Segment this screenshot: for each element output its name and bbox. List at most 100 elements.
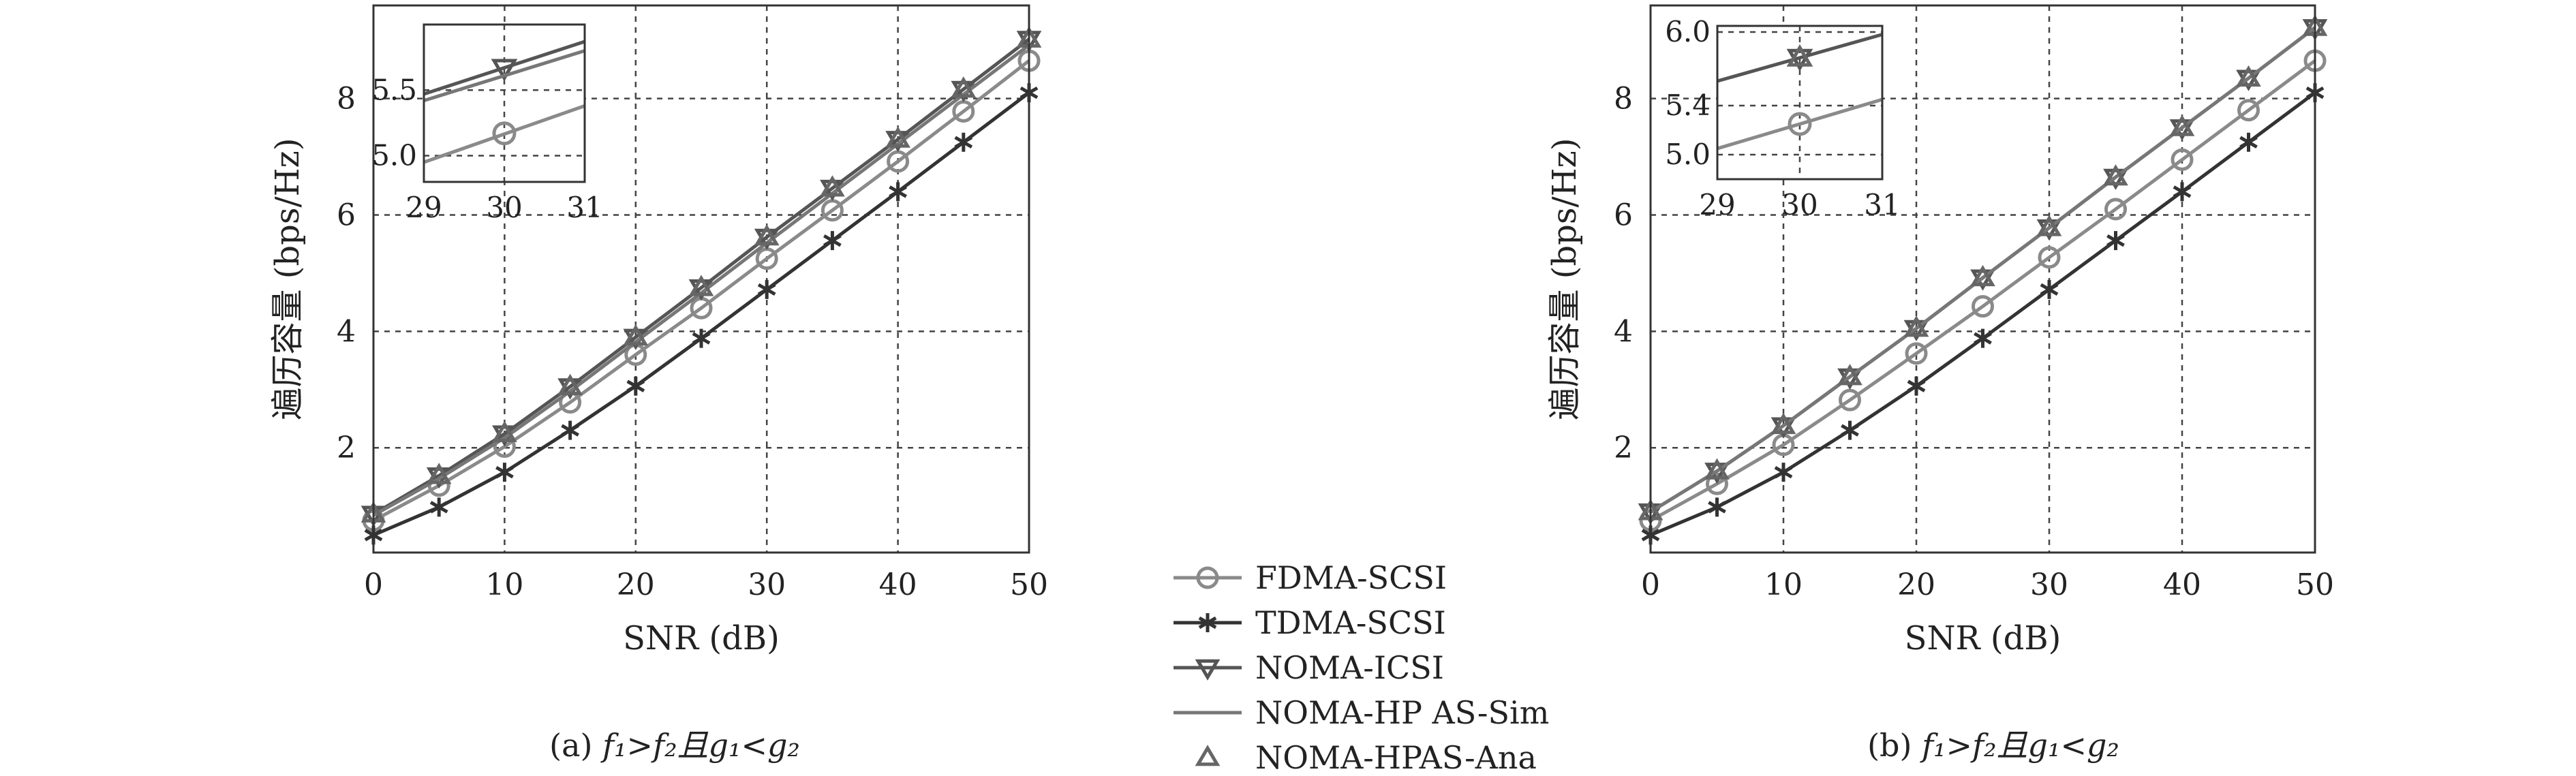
panel-a-point xyxy=(688,275,714,296)
panel-a-inset-line xyxy=(423,49,585,103)
panel-a-inset: 29 30 31 5.0 5.5 xyxy=(371,23,603,224)
panel-a-inset-series-2 xyxy=(423,49,585,103)
panel-a-ytick-label: 4 xyxy=(337,314,356,349)
panel-b-xtick-label: 30 xyxy=(2030,568,2068,602)
panel-b-point xyxy=(2236,65,2261,87)
panel-a-inset-frame xyxy=(423,23,586,183)
panel-b-point xyxy=(1839,388,1861,412)
panel-b-point xyxy=(2106,231,2125,251)
panel-b-point xyxy=(2040,279,2059,299)
panel-a-xtick-label: 30 xyxy=(748,568,786,602)
legend-item: NOMA-HPAS-Ana xyxy=(1195,739,1537,776)
panel-b-series-line xyxy=(1649,59,2316,523)
legend-label: NOMA-HPAS-Ana xyxy=(1255,739,1537,776)
panel-a-inset-series-0 xyxy=(423,104,585,164)
panel-b-point xyxy=(1837,364,1862,386)
panel-a-inset-series-1 xyxy=(423,40,585,96)
legend-item: TDMA-SCSI xyxy=(1174,604,1446,641)
legend-marker xyxy=(1195,659,1221,681)
panel-a-ylabel: 遍历容量 (bps/Hz) xyxy=(269,138,307,420)
panel-b-ytick-label: 6 xyxy=(1614,198,1633,233)
panel-b: 0 10 20 30 40 50 2 4 6 8 SNR (dB) 遍历容量 (bps/Hz) 29 30… xyxy=(1546,4,2334,657)
panel-b-xtick-label: 40 xyxy=(2163,568,2201,602)
panel-a-ytick-label: 8 xyxy=(337,82,356,117)
panel-b-inset-line xyxy=(1717,97,1883,151)
panel-b-inset-xtick-label: 29 xyxy=(1699,188,1735,221)
panel-b-xtick-label: 50 xyxy=(2296,568,2334,602)
caption-b-prefix: (b) xyxy=(1867,727,1922,764)
panel-a-inset-line xyxy=(423,104,585,164)
panel-b-series-1 xyxy=(1641,83,2325,545)
panel-a-inset-grid xyxy=(424,25,585,182)
panel-b-inset-line xyxy=(1717,33,1883,83)
panel-a: 0 10 20 30 40 50 2 4 6 8 SNR (dB) 遍历容量 (bps/Hz) 29 30… xyxy=(269,4,1048,657)
panel-a-inset-xtick-label: 31 xyxy=(566,191,602,224)
panel-b-ylabel: 遍历容量 (bps/Hz) xyxy=(1546,138,1584,420)
panel-a-ytick-label: 6 xyxy=(337,198,356,233)
panel-a-point xyxy=(885,126,910,148)
panel-b-series-0 xyxy=(1639,49,2327,532)
panel-b-xlabel: SNR (dB) xyxy=(1905,619,2061,657)
panel-a-point xyxy=(626,376,645,396)
panel-b-point xyxy=(1706,472,1728,495)
panel-b-inset-xtick-label: 30 xyxy=(1781,188,1818,221)
panel-a-point xyxy=(561,420,579,440)
panel-a-point xyxy=(754,224,780,246)
panel-a-xlabel: SNR (dB) xyxy=(623,619,780,657)
panel-a-xtick-label: 0 xyxy=(364,568,383,602)
panel-b-point xyxy=(1974,328,1992,348)
legend-item: NOMA-ICSI xyxy=(1174,649,1444,686)
panel-b-inset-series-0 xyxy=(1717,97,1883,151)
panel-b-point xyxy=(1770,412,1796,435)
panel-b-point xyxy=(2103,164,2128,186)
panel-a-series-line xyxy=(372,59,1030,523)
panel-b-point xyxy=(2169,114,2195,136)
panel-b-point xyxy=(1907,376,1926,396)
panel-b-inset-ytick-label: 5.0 xyxy=(1665,138,1711,171)
panel-b-xtick-label: 10 xyxy=(1764,568,1803,602)
legend-label: NOMA-HP AS-Sim xyxy=(1255,694,1549,731)
panel-a-point xyxy=(429,497,448,517)
panel-b-point xyxy=(2038,246,2061,269)
panel-b-point xyxy=(1905,342,1928,365)
panel-a-inset-ytick-label: 5.0 xyxy=(371,139,417,172)
legend-item: NOMA-HP AS-Sim xyxy=(1174,694,1549,731)
panel-a-series-1 xyxy=(364,83,1039,545)
panel-b-series-4 xyxy=(1638,14,2328,521)
panel-b-series-3 xyxy=(1649,26,2316,514)
panel-a-point xyxy=(889,182,907,202)
legend-marker xyxy=(1198,613,1217,632)
panel-a-point xyxy=(495,463,514,482)
panel-b-point xyxy=(2036,215,2062,236)
panel-b-xtick-label: 20 xyxy=(1897,568,1935,602)
panel-a-xtick-label: 40 xyxy=(879,568,917,602)
legend: FDMA-SCSI TDMA-SCSI NOMA-ICSI NOMA-HP AS-Si… xyxy=(1174,559,1549,776)
panel-a-inset-line xyxy=(423,40,585,96)
panel-b-point xyxy=(1970,264,1995,287)
panel-a-inset-point xyxy=(491,59,518,82)
panel-a-series-line xyxy=(372,37,1030,516)
panel-a-series-4 xyxy=(361,26,1042,523)
panel-b-point xyxy=(2237,99,2260,122)
legend-label: FDMA-SCSI xyxy=(1255,559,1447,596)
panel-b-inset-ytick-label: 5.4 xyxy=(1665,89,1711,122)
panel-b-point xyxy=(1841,420,1859,440)
panel-b-point xyxy=(2239,132,2258,152)
panel-b-inset-frame xyxy=(1716,25,1884,181)
legend-label: NOMA-ICSI xyxy=(1255,649,1444,686)
panel-b-ytick-label: 8 xyxy=(1614,82,1633,117)
panel-b-point xyxy=(1708,497,1726,517)
panel-a-xtick-label: 20 xyxy=(617,568,655,602)
caption-b-math: f₁>f₂且g₁<g₂ xyxy=(1920,727,2119,764)
panel-a-point xyxy=(951,76,977,98)
panel-a-point xyxy=(426,463,452,484)
panel-b-ytick-label: 4 xyxy=(1614,314,1633,349)
panel-b-inset: 29 30 31 5.0 5.4 6.0 xyxy=(1665,15,1901,221)
panel-a-inset-xtick-label: 30 xyxy=(486,191,522,224)
panel-a-point xyxy=(757,279,776,299)
panel-b-plot-frame xyxy=(1649,4,2316,554)
panel-a-point xyxy=(954,132,973,152)
panel-b-point xyxy=(1903,315,1929,337)
legend-marker xyxy=(1195,745,1221,766)
